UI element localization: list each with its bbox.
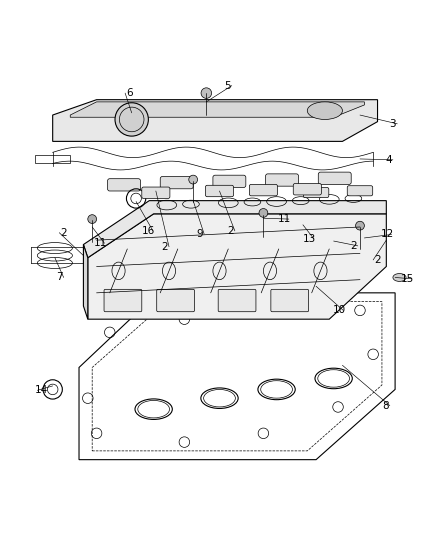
Polygon shape [83,245,88,319]
Polygon shape [70,102,364,117]
Text: 9: 9 [196,229,203,239]
Text: 2: 2 [226,226,233,236]
FancyBboxPatch shape [270,289,308,312]
Text: 10: 10 [332,305,345,316]
Text: 3: 3 [389,119,396,129]
Polygon shape [83,200,385,258]
FancyBboxPatch shape [205,185,233,197]
Circle shape [258,208,267,217]
FancyBboxPatch shape [249,184,277,196]
FancyBboxPatch shape [212,175,245,188]
Circle shape [201,88,211,99]
Text: 7: 7 [56,272,63,282]
Text: 2: 2 [349,241,356,251]
FancyBboxPatch shape [107,179,140,191]
Text: 11: 11 [277,214,290,224]
FancyBboxPatch shape [293,183,321,195]
Text: 13: 13 [302,234,315,244]
Polygon shape [88,214,385,319]
Text: 2: 2 [161,242,168,252]
Ellipse shape [307,102,342,119]
Ellipse shape [392,273,405,281]
Text: 5: 5 [223,80,230,91]
Text: 15: 15 [400,274,413,284]
Text: 2: 2 [373,255,380,265]
Text: 8: 8 [381,401,388,410]
FancyBboxPatch shape [265,174,298,186]
Circle shape [115,103,148,136]
FancyBboxPatch shape [156,289,194,312]
Circle shape [188,175,197,184]
FancyBboxPatch shape [218,289,255,312]
Text: 11: 11 [93,238,106,248]
Text: 16: 16 [141,225,155,236]
Circle shape [355,221,364,230]
Text: 4: 4 [384,155,391,165]
FancyBboxPatch shape [141,187,170,198]
FancyBboxPatch shape [160,176,193,189]
FancyBboxPatch shape [104,289,141,312]
FancyBboxPatch shape [303,188,328,198]
FancyBboxPatch shape [346,185,372,196]
Polygon shape [53,100,377,141]
Circle shape [88,215,96,223]
Text: 2: 2 [60,228,67,238]
Text: 14: 14 [35,385,48,395]
Text: 6: 6 [126,88,133,98]
FancyBboxPatch shape [318,172,350,184]
Text: 12: 12 [380,229,393,239]
